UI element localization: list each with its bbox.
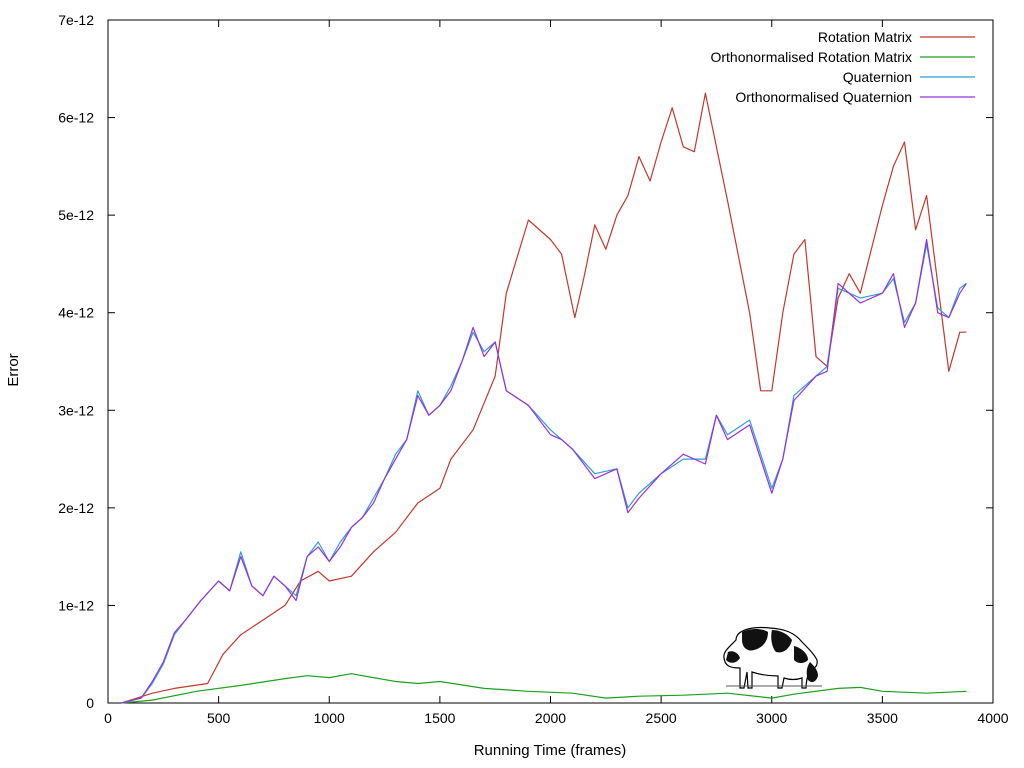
x-tick-label-7: 3500 <box>867 710 898 726</box>
legend-label-rotation-matrix: Rotation Matrix <box>818 29 912 45</box>
y-tick-label-3: 3e-12 <box>58 402 94 418</box>
series-line-orthonormalised-rotation-matrix <box>121 673 967 704</box>
legend-label-orthonormalised-rotation-matrix: Orthonormalised Rotation Matrix <box>710 49 912 65</box>
y-tick-label-5: 5e-12 <box>58 207 94 223</box>
x-axis-title: Running Time (frames) <box>474 742 627 759</box>
y-tick-label-2: 2e-12 <box>58 500 94 516</box>
x-axis: 0 500 1000 1500 2000 2500 3000 3500 4000 <box>104 20 1009 726</box>
series-lines <box>121 92 967 704</box>
y-tick-label-0: 0 <box>86 695 94 711</box>
x-tick-label-6: 3000 <box>756 710 787 726</box>
x-tick-label-1: 500 <box>207 710 231 726</box>
x-tick-label-4: 2000 <box>535 710 566 726</box>
y-tick-label-1: 1e-12 <box>58 597 94 613</box>
y-axis-title: Error <box>5 353 22 386</box>
y-tick-label-4: 4e-12 <box>58 305 94 321</box>
x-tick-label-2: 1000 <box>314 710 345 726</box>
legend-label-orthonormalised-quaternion: Orthonormalised Quaternion <box>735 89 912 105</box>
y-axis: 0 1e-12 2e-12 3e-12 4e-12 5e-12 6e-12 7e-12 <box>58 12 993 711</box>
x-tick-label-8: 4000 <box>977 710 1008 726</box>
y-tick-label-6: 6e-12 <box>58 110 94 126</box>
plot-frame <box>107 19 994 704</box>
series-line-quaternion <box>121 243 967 704</box>
legend-label-quaternion: Quaternion <box>843 69 912 85</box>
cow-illustration <box>723 626 822 689</box>
x-tick-label-3: 1500 <box>424 710 455 726</box>
x-tick-label-5: 2500 <box>646 710 677 726</box>
y-tick-label-7: 7e-12 <box>58 12 94 28</box>
series-line-rotation-matrix <box>121 92 967 704</box>
legend: Rotation Matrix Orthonormalised Rotation… <box>710 29 975 105</box>
x-tick-label-0: 0 <box>104 710 112 726</box>
series-line-orthonormalised-quaternion <box>121 238 967 704</box>
